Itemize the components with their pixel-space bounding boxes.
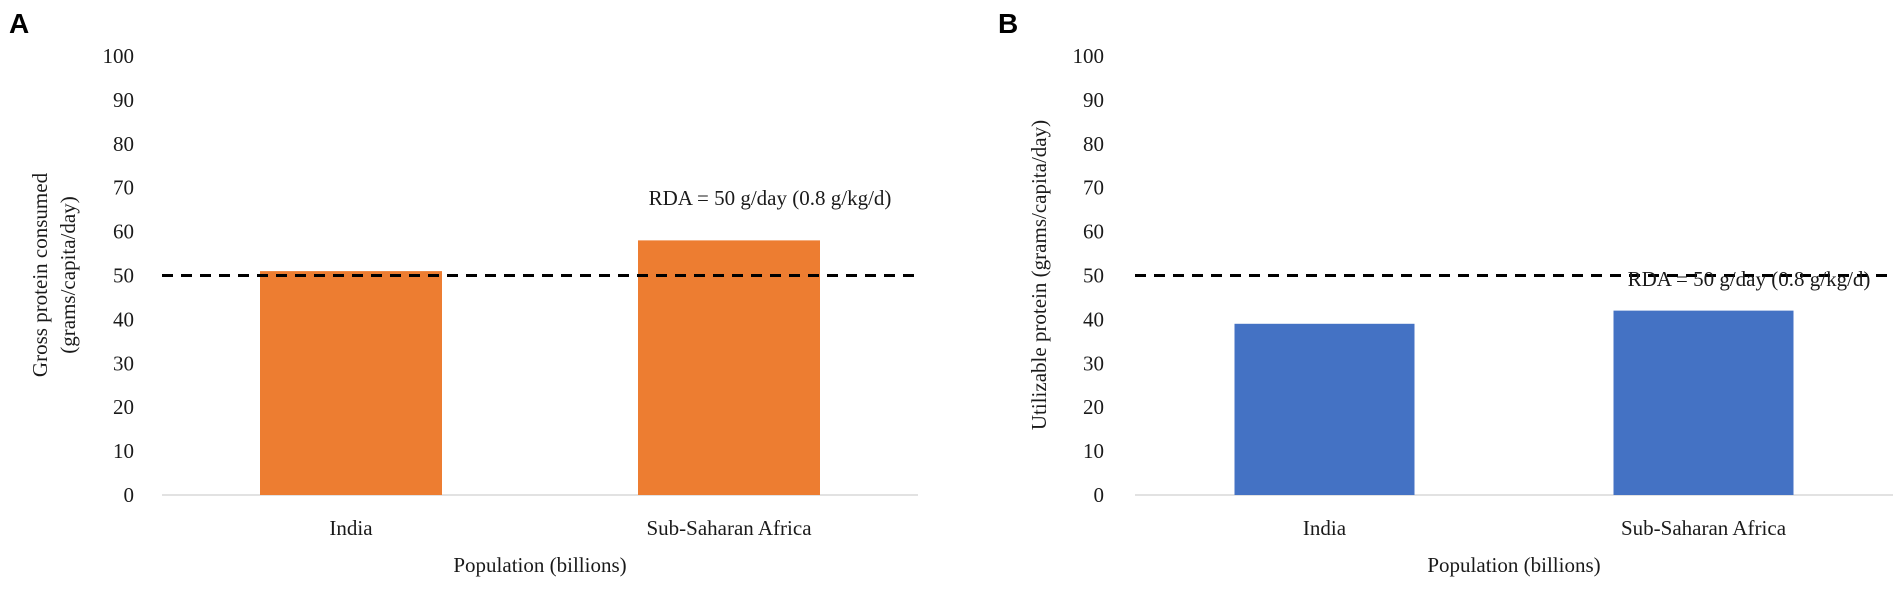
x-axis-categories: India Sub-Saharan Africa — [1303, 516, 1787, 540]
y-axis-title-line1: Gross protein consumed — [28, 172, 52, 377]
x-tick-label: India — [1303, 516, 1347, 540]
x-tick-label: Sub-Saharan Africa — [1621, 516, 1787, 540]
y-tick-label: 10 — [1083, 439, 1104, 463]
y-tick-label: 20 — [113, 395, 134, 419]
x-tick-label: India — [329, 516, 373, 540]
y-tick-label: 90 — [113, 88, 134, 112]
y-tick-label: 80 — [113, 132, 134, 156]
bar-sub-saharan-africa — [1613, 310, 1794, 495]
y-tick-label: 100 — [1073, 44, 1105, 68]
y-axis-ticks: 0 10 20 30 40 50 60 70 80 90 100 — [1073, 44, 1105, 507]
y-tick-label: 30 — [1083, 351, 1104, 375]
x-tick-label: Sub-Saharan Africa — [646, 516, 812, 540]
x-axis-title: Population (billions) — [453, 553, 626, 577]
y-tick-label: 60 — [113, 220, 134, 244]
bar-sub-saharan-africa — [638, 240, 820, 495]
y-tick-label: 60 — [1083, 220, 1104, 244]
rda-label: RDA = 50 g/day (0.8 g/kg/d) — [1628, 267, 1871, 291]
x-axis-categories: India Sub-Saharan Africa — [329, 516, 812, 540]
y-tick-label: 50 — [1083, 264, 1104, 288]
y-tick-label: 20 — [1083, 395, 1104, 419]
bars — [1234, 310, 1794, 495]
y-tick-label: 0 — [124, 483, 135, 507]
y-axis-title-line1: Utilizable protein (grams/capita/day) — [1027, 120, 1051, 430]
bars — [260, 240, 820, 495]
y-tick-label: 50 — [113, 264, 134, 288]
panel-a: A 0 10 20 30 40 50 60 70 80 90 100 RDA = 50 g/day … — [9, 8, 918, 577]
y-axis-ticks: 0 10 20 30 40 50 60 70 80 90 100 — [103, 44, 135, 507]
y-tick-label: 70 — [1083, 176, 1104, 200]
y-tick-label: 90 — [1083, 88, 1104, 112]
panel-b: B 0 10 20 30 40 50 60 70 80 90 100 RDA = 50 g/day … — [998, 8, 1893, 577]
y-tick-label: 40 — [113, 307, 134, 331]
panel-label: B — [998, 8, 1018, 39]
y-tick-label: 30 — [113, 351, 134, 375]
x-axis-title: Population (billions) — [1427, 553, 1600, 577]
panel-label: A — [9, 8, 29, 39]
y-tick-label: 40 — [1083, 307, 1104, 331]
y-tick-label: 70 — [113, 176, 134, 200]
y-tick-label: 100 — [103, 44, 135, 68]
rda-label: RDA = 50 g/day (0.8 g/kg/d) — [649, 186, 892, 210]
y-axis-title-line2: (grams/capita/day) — [56, 196, 80, 353]
bar-india — [260, 271, 442, 495]
y-tick-label: 80 — [1083, 132, 1104, 156]
y-tick-label: 0 — [1094, 483, 1105, 507]
y-tick-label: 10 — [113, 439, 134, 463]
bar-india — [1234, 323, 1415, 495]
